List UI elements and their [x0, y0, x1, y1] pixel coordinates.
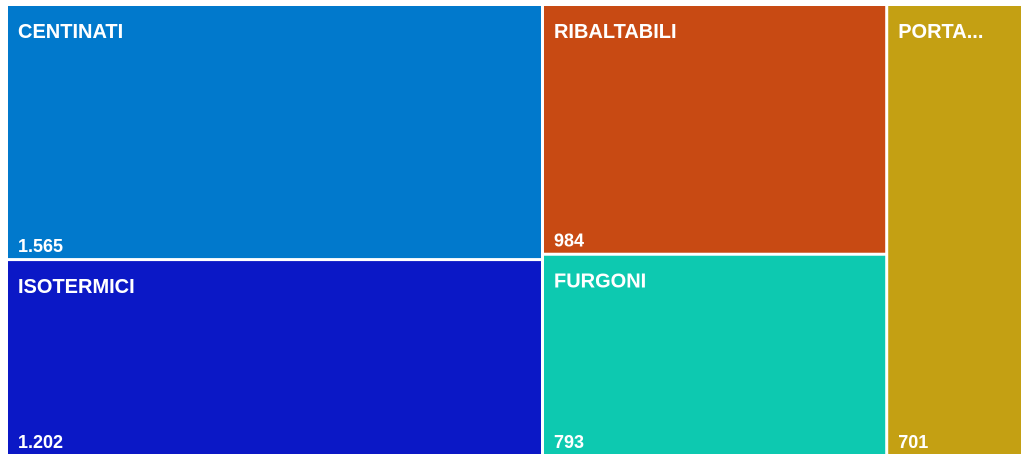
- tile-value: 793: [554, 432, 584, 452]
- treemap-tile: [8, 6, 541, 259]
- tile-label: PORTA...: [898, 21, 983, 43]
- tile-value: 701: [898, 432, 928, 452]
- tile-value: 1.202: [18, 432, 63, 452]
- treemap-tile: [543, 255, 886, 454]
- treemap-tile: [8, 261, 541, 454]
- tile-label: RIBALTABILI: [554, 21, 677, 43]
- treemap-tile: [888, 6, 1021, 454]
- treemap-tile: [543, 6, 886, 253]
- tile-value: 1.565: [18, 236, 63, 256]
- tile-label: FURGONI: [554, 271, 646, 293]
- tile-label: ISOTERMICI: [18, 276, 135, 298]
- tile-label: CENTINATI: [18, 21, 123, 43]
- tile-value: 984: [554, 231, 584, 251]
